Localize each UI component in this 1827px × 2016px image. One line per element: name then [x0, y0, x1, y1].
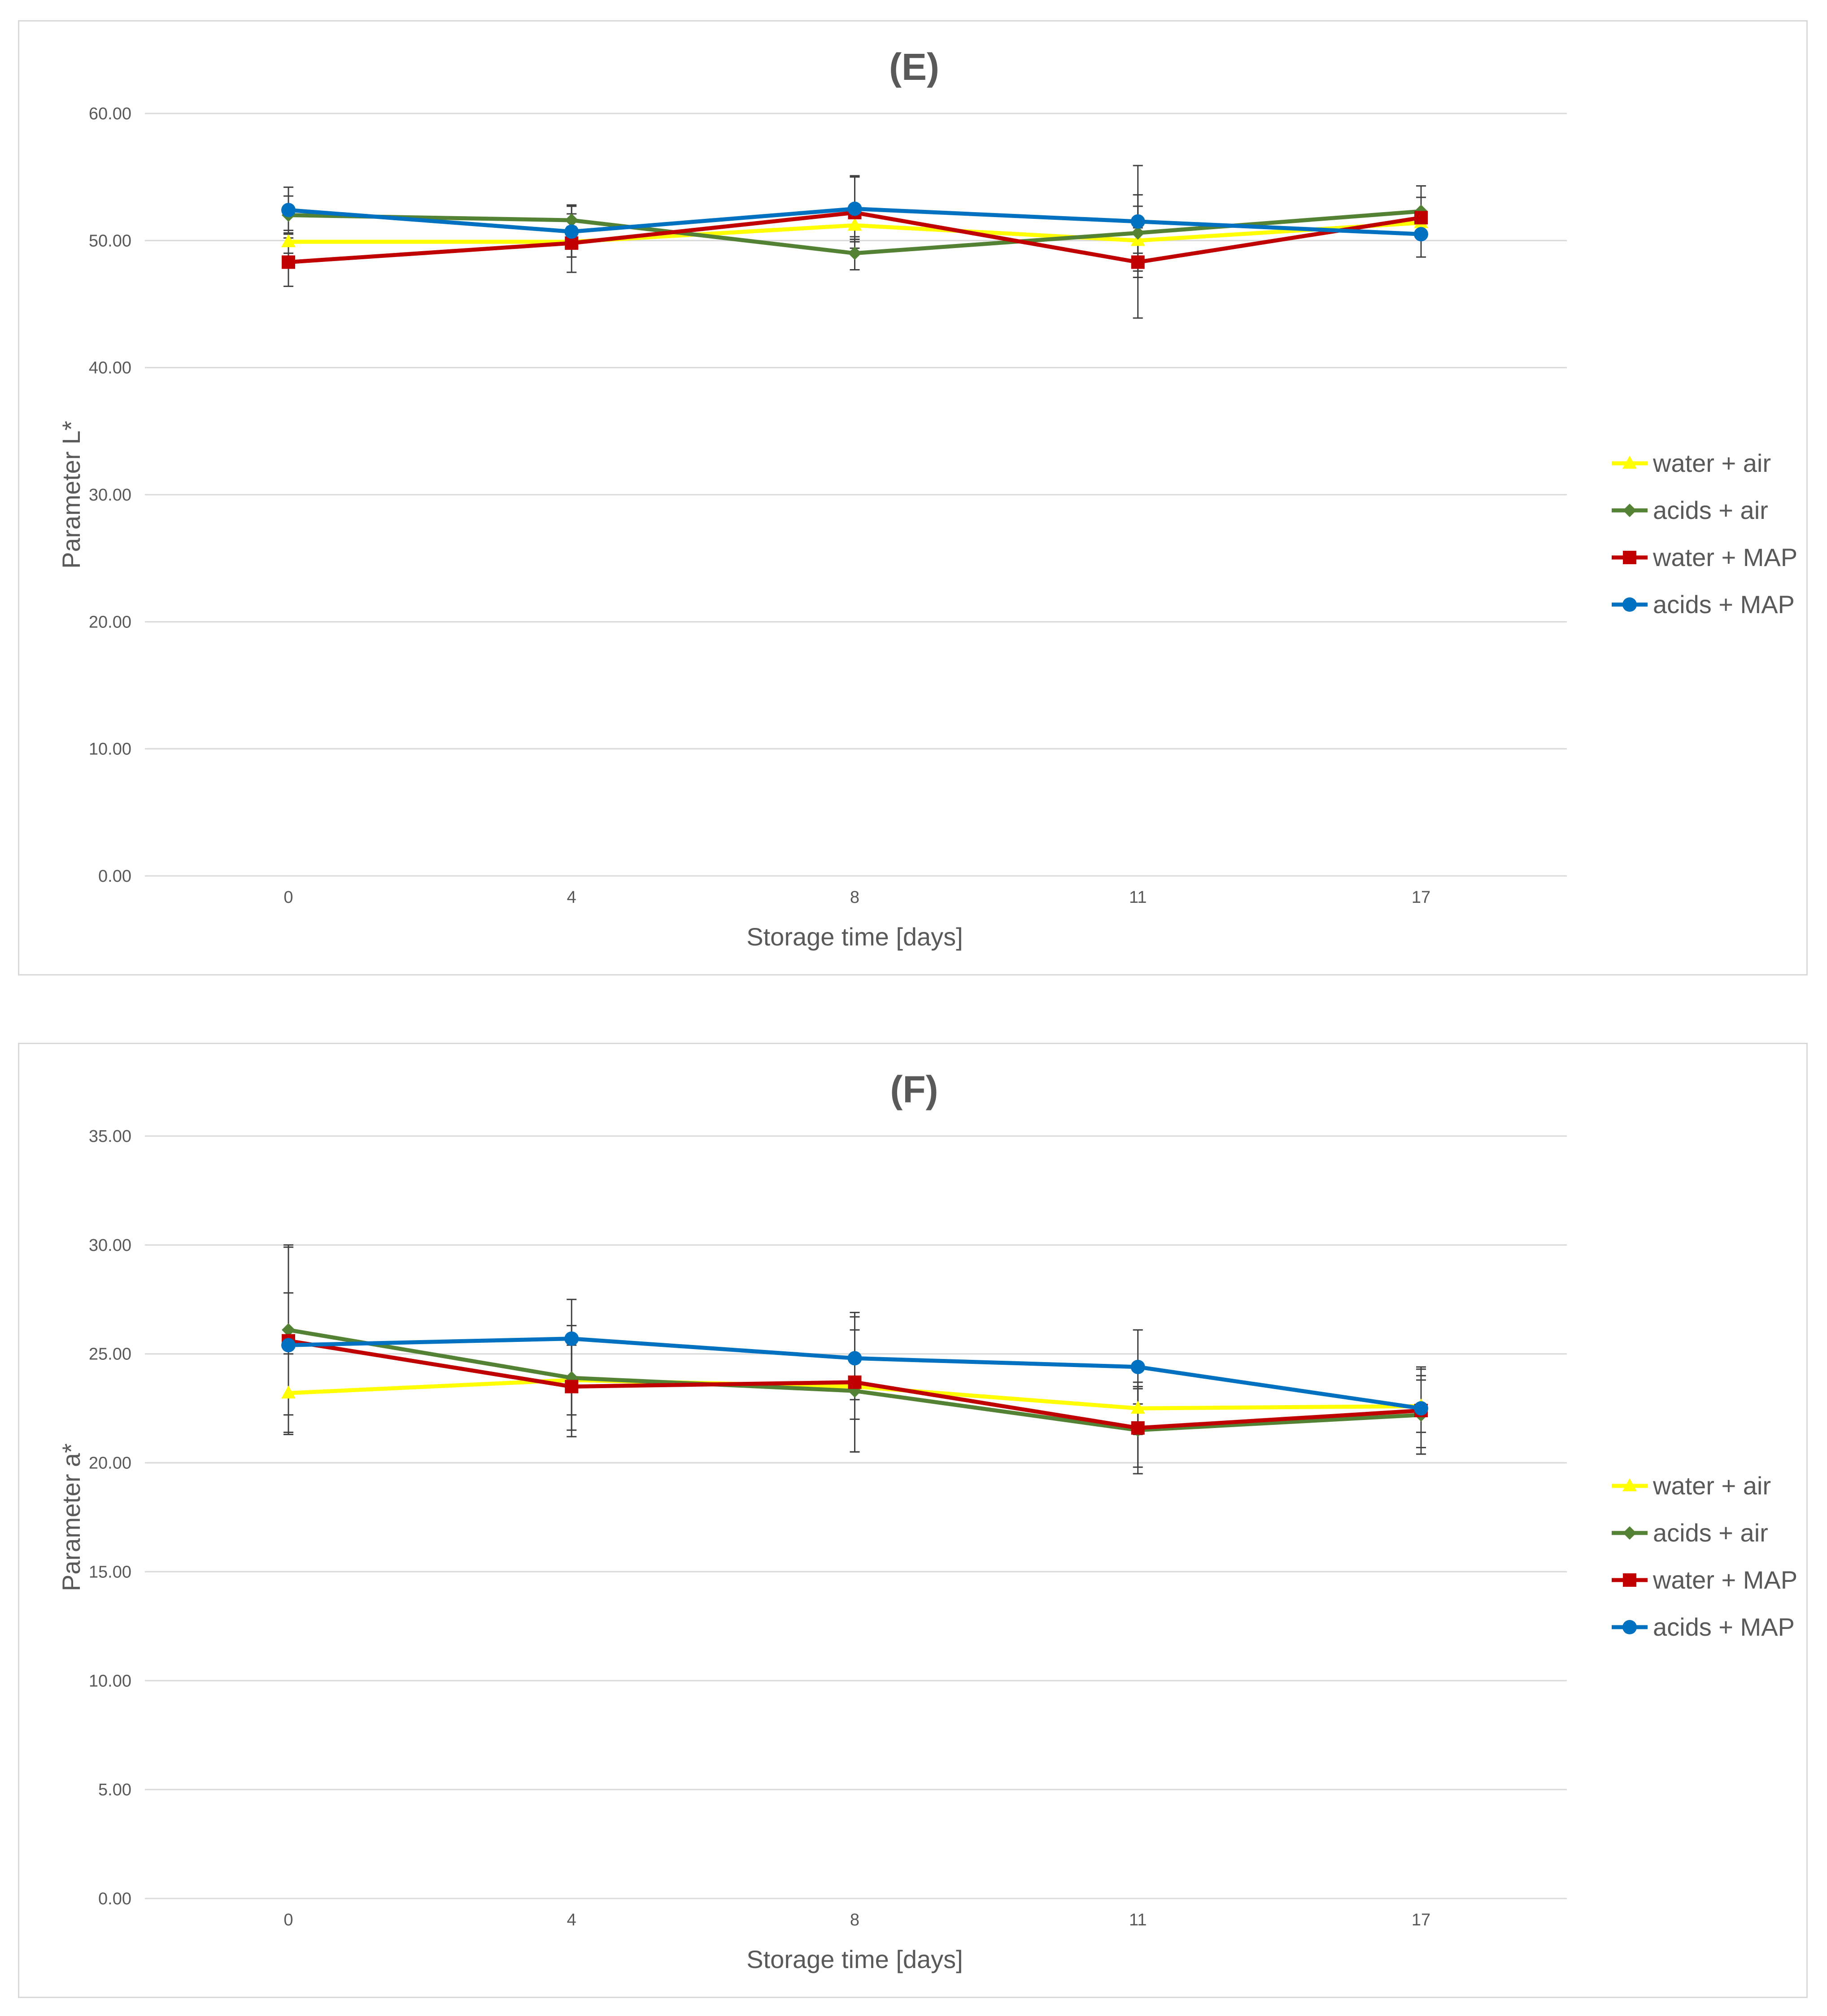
legend-label: acids + MAP [1653, 590, 1795, 618]
x-tick-labels: 0 4 8 11 17 [283, 1911, 1430, 1929]
marker-water-air-0 [281, 1385, 296, 1399]
marker-legend [1623, 1526, 1636, 1540]
y-tick-label: 25.00 [89, 1345, 131, 1364]
legend-item-water-map: water + MAP [1612, 1566, 1797, 1594]
legend-label: water + air [1653, 449, 1771, 477]
gridlines [145, 1135, 1567, 1899]
x-tick-label: 8 [850, 1911, 859, 1929]
x-tick-label: 8 [850, 888, 859, 907]
y-tick-label: 50.00 [89, 231, 131, 250]
y-tick-label: 60.00 [89, 105, 131, 123]
x-axis-label: Storage time [days] [746, 923, 963, 951]
chart-panel-f: (F) 0.00 5.00 10.00 15.00 20.00 25.00 30.00 35.0… [18, 1043, 1808, 1998]
legend-label: water + MAP [1653, 1566, 1797, 1594]
y-tick-label: 20.00 [89, 613, 131, 631]
marker-water-air-8 [847, 218, 862, 231]
marker-legend [1623, 504, 1636, 517]
y-tick-label: 40.00 [89, 359, 131, 378]
x-tick-label: 0 [283, 888, 293, 907]
x-tick-label: 0 [283, 1911, 293, 1929]
marker-water-map-8 [848, 1375, 862, 1389]
marker-water-map-4 [565, 1380, 579, 1393]
y-tick-labels: 0.00 5.00 10.00 15.00 20.00 25.00 30.00 35.00 [89, 1127, 131, 1908]
marker-legend [1622, 597, 1637, 612]
legend-label: water + MAP [1653, 543, 1797, 571]
marker-legend [1622, 1478, 1637, 1491]
y-tick-label: 5.00 [98, 1781, 131, 1799]
marker-acids-map-11 [1130, 214, 1145, 229]
marker-water-map-17 [1414, 211, 1428, 225]
chart-title: (E) [889, 46, 939, 88]
marker-acids-map-17 [1414, 1401, 1428, 1416]
y-tick-label: 0.00 [98, 1890, 131, 1908]
legend-label: acids + air [1653, 1519, 1768, 1547]
y-tick-label: 20.00 [89, 1454, 131, 1473]
x-tick-label: 4 [567, 888, 576, 907]
marker-legend [1622, 456, 1637, 469]
marker-acids-map-8 [847, 1351, 862, 1366]
marker-acids-map-11 [1130, 1359, 1145, 1374]
legend-label: acids + air [1653, 496, 1768, 524]
x-tick-labels: 0 4 8 11 17 [283, 888, 1430, 907]
x-tick-label: 11 [1129, 888, 1147, 907]
legend-item-acids-air: acids + air [1612, 496, 1768, 524]
marker-water-map-11 [1131, 255, 1145, 269]
marker-acids-map-17 [1414, 227, 1428, 242]
y-axis-label: Parameter a* [57, 1443, 85, 1591]
series-acids-map [281, 1331, 1428, 1416]
x-tick-label: 17 [1412, 1911, 1430, 1929]
legend: water + air acids + air water + MAP acids +… [1612, 449, 1797, 618]
legend-item-water-air: water + air [1612, 449, 1771, 477]
series-acids-map [281, 201, 1428, 242]
y-tick-label: 15.00 [89, 1563, 131, 1581]
y-tick-label: 10.00 [89, 1672, 131, 1690]
y-tick-label: 35.00 [89, 1127, 131, 1146]
marker-legend [1623, 551, 1636, 564]
y-tick-labels: 0.00 10.00 20.00 30.00 40.00 50.00 60.00 [89, 105, 131, 886]
chart-e: (E) 0.00 10.00 20.00 30.00 40.00 50.00 60.00 0 4 8… [57, 46, 1797, 951]
marker-acids-map-4 [564, 224, 579, 239]
legend-item-water-air: water + air [1612, 1472, 1771, 1500]
chart-title: (F) [890, 1068, 938, 1110]
marker-acids-air-0 [282, 1323, 295, 1337]
chart-f: (F) 0.00 5.00 10.00 15.00 20.00 25.00 30.00 35.0… [57, 1068, 1797, 1973]
marker-acids-air-4 [565, 213, 579, 227]
marker-water-air-0 [281, 234, 296, 248]
marker-acids-map-0 [281, 203, 296, 218]
marker-water-map-0 [282, 255, 295, 269]
marker-acids-map-4 [564, 1331, 579, 1346]
marker-acids-air-8 [848, 246, 862, 260]
marker-acids-air-11 [1131, 226, 1145, 240]
marker-legend [1623, 1573, 1636, 1587]
legend-item-acids-map: acids + MAP [1612, 590, 1795, 618]
x-tick-label: 17 [1412, 888, 1430, 907]
marker-acids-map-0 [281, 1338, 296, 1353]
legend-label: acids + MAP [1653, 1613, 1795, 1641]
chart-panel-e: (E) 0.00 10.00 20.00 30.00 40.00 50.00 60.00 0 4 8… [18, 20, 1808, 975]
y-tick-label: 30.00 [89, 1236, 131, 1255]
legend-item-acids-air: acids + air [1612, 1519, 1768, 1547]
y-axis-label: Parameter L* [57, 421, 85, 569]
marker-acids-air-8 [848, 1384, 862, 1398]
legend: water + air acids + air water + MAP acids +… [1612, 1472, 1797, 1641]
y-tick-label: 30.00 [89, 486, 131, 505]
x-tick-label: 11 [1129, 1911, 1147, 1929]
y-tick-label: 0.00 [98, 867, 131, 886]
legend-item-water-map: water + MAP [1612, 543, 1797, 571]
marker-acids-map-8 [847, 201, 862, 216]
marker-water-air-11 [1130, 1401, 1145, 1414]
marker-legend [1622, 1620, 1637, 1634]
x-axis-label: Storage time [days] [746, 1945, 963, 1973]
legend-item-acids-map: acids + MAP [1612, 1613, 1795, 1641]
legend-label: water + air [1653, 1472, 1771, 1500]
marker-water-map-11 [1131, 1421, 1145, 1435]
y-tick-label: 10.00 [89, 740, 131, 759]
x-tick-label: 4 [567, 1911, 576, 1929]
